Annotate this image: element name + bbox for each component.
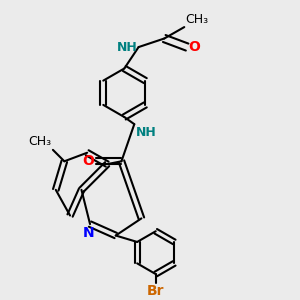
Text: NH: NH (136, 126, 157, 139)
Text: CH₃: CH₃ (186, 13, 209, 26)
Text: NH: NH (116, 40, 137, 54)
Text: CH₃: CH₃ (28, 135, 52, 148)
Text: Br: Br (147, 284, 164, 298)
Text: N: N (83, 226, 94, 239)
Text: O: O (82, 154, 94, 168)
Text: O: O (188, 40, 200, 54)
